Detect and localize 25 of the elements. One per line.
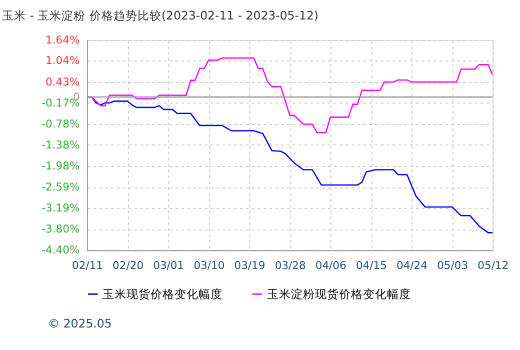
x-tick-label: 03/10 [194,259,225,272]
y-tick-label: 1.64% [46,33,80,46]
x-tick-label: 05/03 [437,259,468,272]
y-tick-label: -3.19% [42,201,80,214]
chart-title: 玉米 - 玉米淀粉 价格趋势比较(2023-02-11 - 2023-05-12) [2,8,318,22]
y-tick-label: -0.78% [42,118,80,131]
y-tick-label: 0.43% [46,75,80,88]
y-tick-label: 1.04% [46,54,80,68]
y-tick-label: -3.80% [42,222,80,236]
y-tick-label: -1.38% [42,138,80,152]
x-tick-label: 03/01 [153,259,184,272]
x-tick-label: 05/12 [478,259,509,272]
x-tick-label: 03/19 [234,259,266,272]
x-tick-label: 04/15 [356,259,387,272]
y-tick-label: -4.40% [42,244,80,257]
text: © 2025.05 [48,316,112,330]
x-tick-label: 03/28 [274,259,306,272]
x-tick-label: 02/11 [72,259,103,272]
legend-label: 玉米淀粉现货价格变化幅度 [266,286,411,301]
x-tick-label: 04/24 [396,259,428,272]
legend-label: 玉米现货价格变化幅度 [102,286,223,301]
y-tick-label: -2.59% [42,180,80,194]
x-tick-label: 04/06 [315,259,347,272]
y-tick-label: -1.98% [42,159,80,172]
x-tick-label: 02/20 [112,259,144,272]
